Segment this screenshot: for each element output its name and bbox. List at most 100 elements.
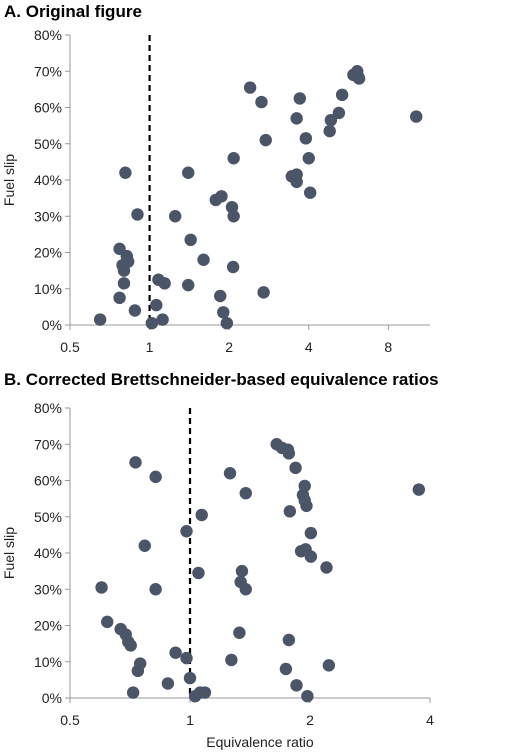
y-tick-label: 10% bbox=[34, 281, 62, 297]
y-tick-label: 60% bbox=[34, 473, 62, 489]
data-point bbox=[233, 626, 246, 639]
data-point bbox=[138, 539, 151, 552]
panel-b-title: B. Corrected Brettschneider-based equiva… bbox=[4, 370, 439, 389]
y-tick-label: 50% bbox=[34, 136, 62, 152]
data-point bbox=[226, 260, 240, 274]
data-point bbox=[290, 112, 303, 125]
data-point bbox=[113, 291, 126, 305]
data-point bbox=[227, 210, 240, 223]
y-tick-label: 20% bbox=[34, 618, 62, 634]
data-point bbox=[304, 526, 318, 540]
data-point bbox=[169, 210, 182, 223]
data-point bbox=[126, 686, 140, 699]
y-tick-label: 30% bbox=[34, 581, 62, 597]
data-point bbox=[302, 152, 315, 165]
data-point bbox=[149, 583, 162, 596]
data-point bbox=[320, 561, 333, 574]
data-point bbox=[195, 508, 208, 522]
data-point bbox=[303, 186, 317, 199]
data-point bbox=[282, 447, 296, 460]
data-point bbox=[300, 499, 313, 513]
data-point bbox=[101, 615, 114, 629]
data-point bbox=[279, 662, 293, 676]
data-point bbox=[158, 277, 171, 290]
data-point bbox=[119, 166, 132, 179]
data-point bbox=[220, 316, 234, 330]
data-point bbox=[121, 255, 135, 268]
data-point bbox=[117, 277, 131, 290]
x-tick-label: 0.5 bbox=[60, 339, 80, 355]
data-point bbox=[239, 486, 252, 500]
data-point bbox=[93, 313, 107, 326]
data-point bbox=[227, 152, 240, 165]
data-point bbox=[184, 233, 197, 247]
data-point bbox=[161, 677, 175, 690]
x-tick-label: 1 bbox=[186, 712, 194, 728]
data-point bbox=[131, 208, 144, 221]
data-point bbox=[352, 72, 366, 85]
data-point bbox=[259, 133, 272, 147]
x-tick-label: 2 bbox=[225, 339, 233, 355]
y-tick-label: 60% bbox=[34, 100, 62, 116]
data-point bbox=[283, 505, 297, 518]
data-point bbox=[239, 583, 252, 596]
data-point bbox=[223, 467, 237, 480]
y-axis-title: Fuel slip bbox=[1, 527, 17, 579]
data-point bbox=[410, 110, 423, 123]
x-tick-label: 1 bbox=[146, 339, 154, 355]
x-tick-label: 8 bbox=[384, 339, 392, 355]
data-point bbox=[299, 132, 313, 145]
data-point bbox=[225, 653, 238, 667]
data-point bbox=[128, 304, 142, 317]
data-point bbox=[290, 168, 303, 181]
data-point bbox=[255, 95, 268, 109]
y-tick-label: 30% bbox=[34, 208, 62, 224]
data-point bbox=[156, 313, 169, 326]
data-point bbox=[304, 550, 318, 563]
data-point bbox=[182, 166, 195, 179]
data-point bbox=[257, 286, 270, 299]
data-point bbox=[180, 651, 193, 665]
y-tick-label: 0% bbox=[42, 690, 62, 706]
data-point bbox=[198, 686, 212, 699]
y-axis-title: Fuel slip bbox=[1, 154, 17, 206]
data-point bbox=[149, 470, 162, 484]
y-tick-label: 10% bbox=[34, 654, 62, 670]
panel-a-title: A. Original figure bbox=[4, 2, 142, 21]
data-point bbox=[298, 479, 311, 493]
data-point bbox=[124, 639, 137, 652]
data-point bbox=[301, 689, 314, 703]
data-point bbox=[293, 92, 306, 105]
data-point bbox=[180, 525, 193, 538]
y-tick-label: 50% bbox=[34, 509, 62, 525]
data-point bbox=[133, 657, 147, 670]
data-point bbox=[192, 566, 205, 580]
y-tick-label: 40% bbox=[34, 545, 62, 561]
data-point bbox=[150, 298, 163, 312]
x-axis-title: Equivalence ratio bbox=[206, 734, 314, 750]
data-point bbox=[182, 278, 195, 292]
data-point bbox=[217, 306, 230, 319]
data-point bbox=[412, 483, 426, 496]
y-tick-label: 40% bbox=[34, 172, 62, 188]
x-tick-label: 2 bbox=[306, 712, 314, 728]
x-tick-label: 4 bbox=[305, 339, 313, 355]
y-tick-label: 20% bbox=[34, 245, 62, 261]
data-point bbox=[235, 564, 249, 578]
data-point bbox=[282, 633, 296, 647]
y-tick-label: 80% bbox=[34, 400, 62, 416]
data-point bbox=[322, 659, 336, 672]
y-tick-label: 70% bbox=[34, 63, 62, 79]
data-point bbox=[169, 646, 182, 659]
x-tick-label: 4 bbox=[426, 712, 434, 728]
data-point bbox=[332, 106, 346, 120]
y-tick-label: 80% bbox=[34, 27, 62, 43]
data-point bbox=[129, 456, 142, 469]
data-point bbox=[335, 88, 349, 102]
data-point bbox=[323, 124, 336, 138]
y-tick-label: 70% bbox=[34, 436, 62, 452]
data-point bbox=[95, 581, 108, 594]
data-point bbox=[243, 81, 257, 94]
y-tick-label: 0% bbox=[42, 317, 62, 333]
